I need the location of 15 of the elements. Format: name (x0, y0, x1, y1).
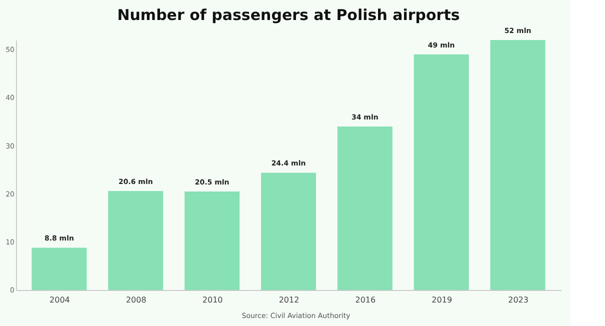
x-tick-label: 2023 (508, 296, 528, 304)
x-tick-label: 2012 (278, 296, 300, 304)
bar (108, 190, 164, 290)
x-tick-label: 2019 (432, 296, 452, 304)
bar (490, 40, 546, 290)
bar (261, 172, 316, 290)
bar (414, 54, 469, 290)
bar (337, 126, 392, 290)
x-tick-label: 2010 (202, 296, 223, 304)
bar (32, 248, 87, 290)
x-tick-label: 2004 (50, 296, 70, 304)
x-tick-label: 2016 (355, 296, 376, 304)
x-tick-label: 2008 (126, 296, 146, 304)
bar (184, 191, 240, 290)
chart-title: Number of passengers at Polish airports (117, 6, 460, 24)
